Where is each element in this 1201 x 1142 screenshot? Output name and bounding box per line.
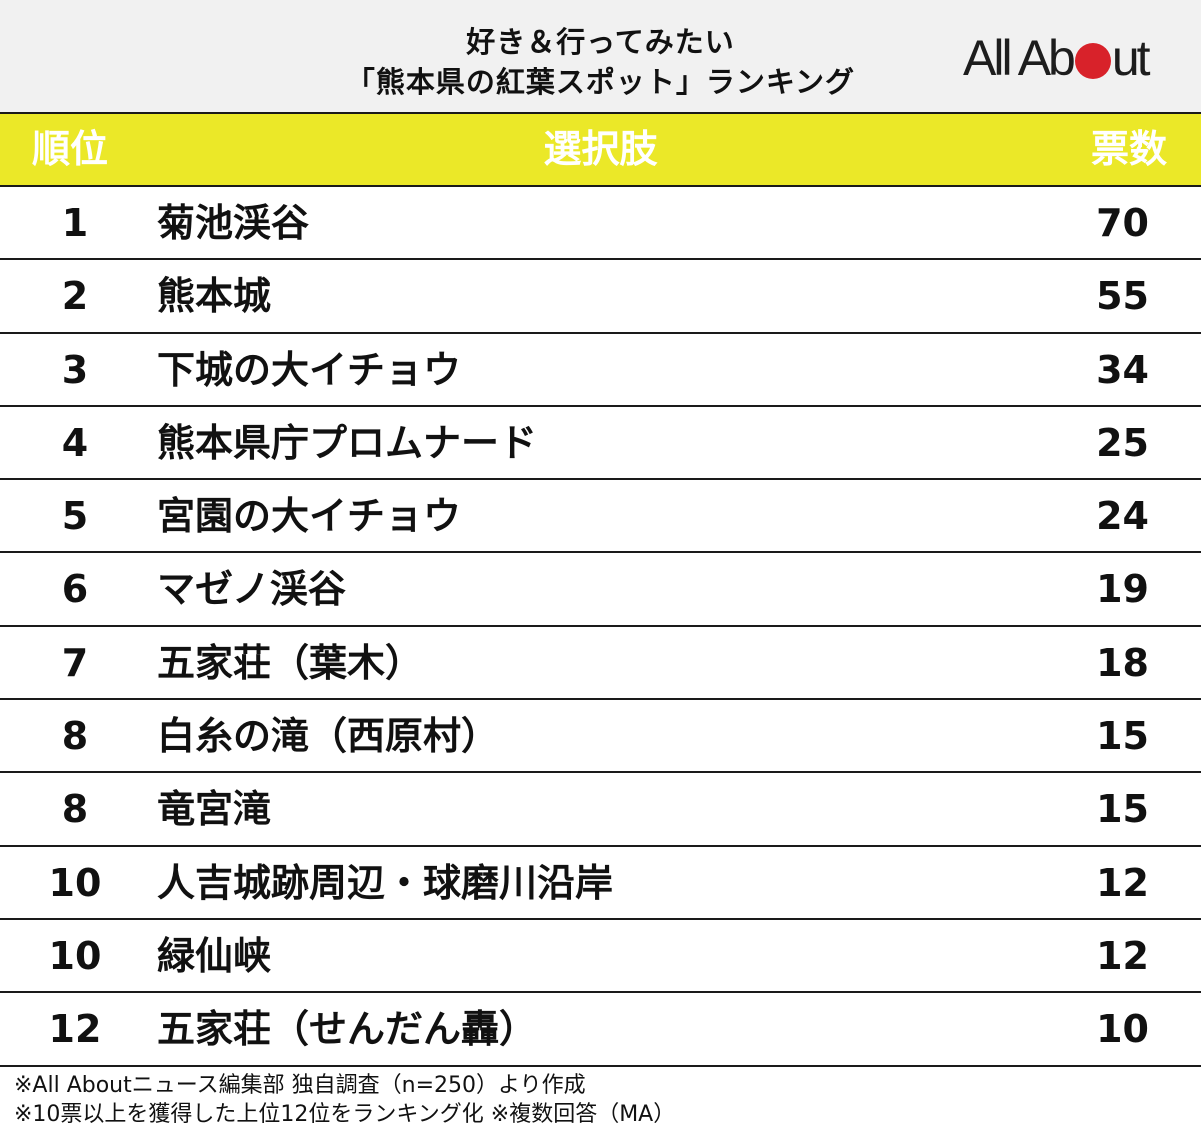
votes-cell: 34 bbox=[1096, 347, 1149, 392]
table-row: 6 マゼノ渓谷 19 bbox=[0, 553, 1201, 627]
votes-cell: 15 bbox=[1096, 787, 1149, 832]
choice-cell: 宮園の大イチョウ bbox=[157, 494, 462, 539]
votes-cell: 10 bbox=[1096, 1007, 1149, 1052]
table-header: 選択肢 順位 票数 bbox=[0, 114, 1201, 187]
footnote-method: ※10票以上を獲得した上位12位をランキング化 ※複数回答（MA） bbox=[14, 1102, 676, 1127]
footnote-source: ※All Aboutニュース編集部 独自調査（n=250）より作成 bbox=[14, 1073, 586, 1098]
title-line-2: 「熊本県の紅葉スポット」ランキング bbox=[345, 65, 856, 99]
table-row: 10 人吉城跡周辺・球磨川沿岸 12 bbox=[0, 847, 1201, 920]
votes-cell: 19 bbox=[1096, 567, 1149, 612]
rank-cell: 5 bbox=[61, 494, 89, 539]
votes-cell: 12 bbox=[1096, 933, 1149, 978]
title-band: 好き＆行ってみたい 「熊本県の紅葉スポット」ランキング All Ab ut bbox=[0, 0, 1201, 114]
rank-cell: 8 bbox=[61, 714, 89, 759]
choice-cell: 五家荘（せんだん轟） bbox=[157, 1007, 538, 1052]
rank-cell: 10 bbox=[48, 860, 102, 905]
allabout-logo: All Ab ut bbox=[963, 28, 1151, 88]
choice-cell: 菊池渓谷 bbox=[157, 201, 310, 245]
rank-cell: 3 bbox=[61, 347, 89, 392]
table-row: 7 五家荘（葉木） 18 bbox=[0, 627, 1201, 701]
rank-cell: 7 bbox=[61, 640, 89, 685]
rank-cell: 1 bbox=[61, 201, 89, 245]
votes-cell: 24 bbox=[1096, 494, 1149, 539]
table-row: 8 竜宮滝 15 bbox=[0, 773, 1201, 847]
logo-text-start: All Ab bbox=[963, 30, 1076, 86]
rank-cell: 10 bbox=[48, 933, 102, 978]
rank-cell: 4 bbox=[61, 420, 89, 465]
table-row: 3 下城の大イチョウ 34 bbox=[0, 334, 1201, 407]
votes-cell: 12 bbox=[1096, 860, 1149, 905]
choice-cell: 竜宮滝 bbox=[157, 787, 272, 832]
rank-cell: 12 bbox=[48, 1007, 102, 1052]
rank-cell: 8 bbox=[61, 787, 89, 832]
table-row: 1 菊池渓谷 70 bbox=[0, 187, 1201, 261]
footnotes: ※All Aboutニュース編集部 独自調査（n=250）より作成 ※10票以上… bbox=[14, 1071, 675, 1129]
chart-title: 好き＆行ってみたい 「熊本県の紅葉スポット」ランキング bbox=[0, 22, 1201, 102]
table-row: 4 熊本県庁プロムナード 25 bbox=[0, 407, 1201, 481]
table-row: 2 熊本城 55 bbox=[0, 260, 1201, 334]
table-row: 8 白糸の滝（西原村） 15 bbox=[0, 700, 1201, 774]
table-row: 10 緑仙峡 12 bbox=[0, 920, 1201, 994]
votes-cell: 25 bbox=[1096, 420, 1149, 465]
column-header-votes: 票数 bbox=[1090, 127, 1167, 171]
choice-cell: 熊本城 bbox=[157, 274, 272, 319]
ranking-table-body: 1 菊池渓谷 70 2 熊本城 55 3 下城の大イチョウ 34 4 熊本県庁プ… bbox=[0, 187, 1201, 1067]
table-row: 12 五家荘（せんだん轟） 10 bbox=[0, 993, 1201, 1067]
logo-text-end: ut bbox=[1111, 30, 1151, 86]
column-header-rank: 順位 bbox=[32, 127, 109, 171]
choice-cell: 緑仙峡 bbox=[157, 933, 272, 978]
choice-cell: 熊本県庁プロムナード bbox=[157, 420, 538, 465]
column-header-choice: 選択肢 bbox=[543, 127, 658, 171]
votes-cell: 70 bbox=[1096, 201, 1149, 245]
table-row: 5 宮園の大イチョウ 24 bbox=[0, 480, 1201, 554]
logo-red-dot-icon bbox=[1074, 43, 1111, 79]
choice-cell: マゼノ渓谷 bbox=[157, 567, 346, 612]
choice-cell: 下城の大イチョウ bbox=[157, 347, 462, 392]
choice-cell: 五家荘（葉木） bbox=[157, 640, 424, 685]
choice-cell: 白糸の滝（西原村） bbox=[157, 714, 500, 759]
choice-cell: 人吉城跡周辺・球磨川沿岸 bbox=[157, 860, 614, 905]
title-line-1: 好き＆行ってみたい bbox=[466, 25, 735, 59]
rank-cell: 2 bbox=[61, 274, 89, 319]
rank-cell: 6 bbox=[61, 567, 89, 612]
votes-cell: 55 bbox=[1096, 274, 1149, 319]
votes-cell: 18 bbox=[1096, 640, 1149, 685]
votes-cell: 15 bbox=[1096, 714, 1149, 759]
